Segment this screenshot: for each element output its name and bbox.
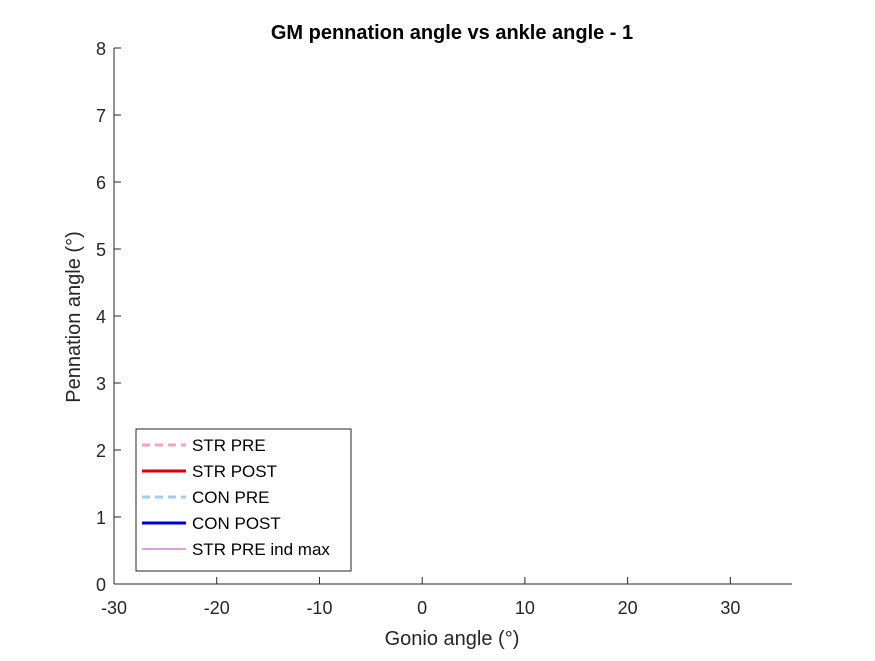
legend-box xyxy=(135,428,352,572)
y-tick-label: 7 xyxy=(96,106,106,126)
legend-entry-label: STR POST xyxy=(192,462,277,481)
x-tick-label: 0 xyxy=(417,598,427,618)
y-tick-label: 0 xyxy=(96,575,106,595)
y-axis-label: Pennation angle (°) xyxy=(63,231,85,402)
tick-labels: -30 -20 -10 0 10 20 30 0 1 2 3 4 5 6 7 8 xyxy=(96,39,740,618)
y-tick-label: 2 xyxy=(96,441,106,461)
x-tick-label: -30 xyxy=(101,598,127,618)
x-tick-label: -10 xyxy=(306,598,332,618)
y-tick-label: 4 xyxy=(96,307,106,327)
x-tick-label: 10 xyxy=(515,598,535,618)
y-tick-label: 6 xyxy=(96,173,106,193)
y-tick-label: 3 xyxy=(96,374,106,394)
y-tick-label: 8 xyxy=(96,39,106,59)
axes xyxy=(113,47,792,585)
x-tick-label: 20 xyxy=(618,598,638,618)
legend-entry-label: STR PRE xyxy=(192,436,266,455)
chart-title: GM pennation angle vs ankle angle - 1 xyxy=(271,22,633,44)
x-tick-label: 30 xyxy=(720,598,740,618)
legend: STR PRE STR POST CON PRE CON POST STR PRE in… xyxy=(135,428,352,572)
y-tick-label: 1 xyxy=(96,508,106,528)
legend-entry-label: CON PRE xyxy=(192,488,269,507)
x-tick-label: -20 xyxy=(204,598,230,618)
legend-entry-label: STR PRE ind max xyxy=(192,540,330,559)
y-tick-label: 5 xyxy=(96,240,106,260)
legend-entry-label: CON POST xyxy=(192,514,281,533)
x-axis-label: Gonio angle (°) xyxy=(385,628,520,650)
